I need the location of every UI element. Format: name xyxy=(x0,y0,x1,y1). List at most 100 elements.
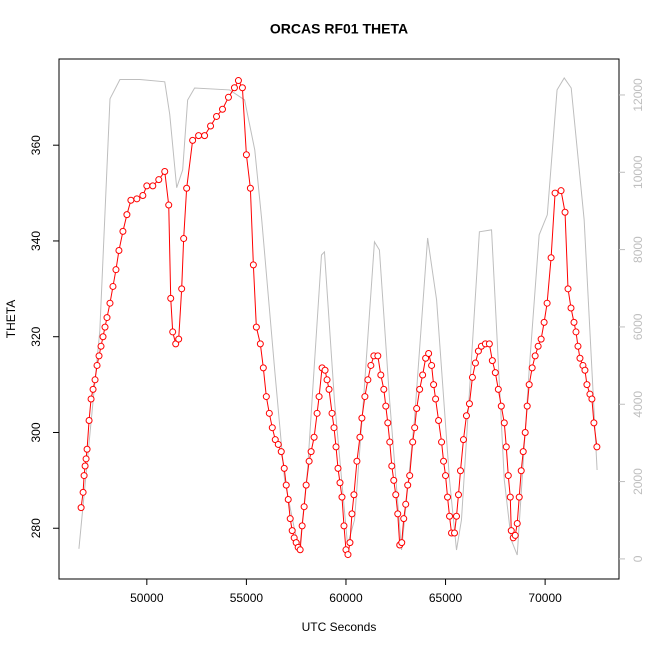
point xyxy=(178,285,186,293)
point xyxy=(531,352,539,360)
point xyxy=(432,395,440,403)
point xyxy=(435,417,443,425)
point xyxy=(465,400,473,408)
point xyxy=(99,333,107,341)
point xyxy=(494,385,502,393)
point xyxy=(101,323,109,331)
y2-tick-label: 2000 xyxy=(631,468,645,495)
point xyxy=(406,472,414,480)
y-tick-label: 320 xyxy=(29,326,43,346)
point xyxy=(523,402,531,410)
point xyxy=(507,527,515,535)
point xyxy=(491,369,499,377)
point xyxy=(519,448,527,456)
point xyxy=(97,342,105,350)
point xyxy=(513,519,521,527)
point xyxy=(83,445,91,453)
point xyxy=(302,481,310,489)
point xyxy=(557,187,565,195)
point xyxy=(567,304,575,312)
point xyxy=(242,151,250,159)
point xyxy=(456,467,464,475)
point xyxy=(404,481,412,489)
point xyxy=(213,112,221,120)
point xyxy=(155,176,163,184)
point xyxy=(180,235,188,243)
point xyxy=(321,366,329,374)
point xyxy=(103,314,111,322)
point xyxy=(296,546,304,554)
point xyxy=(167,294,175,302)
x-axis-label: UTC Seconds xyxy=(302,620,377,634)
point xyxy=(313,409,321,417)
point xyxy=(511,531,519,539)
point xyxy=(224,93,232,101)
point xyxy=(143,182,151,190)
point xyxy=(310,433,318,441)
point xyxy=(346,539,354,547)
point xyxy=(119,227,127,235)
plot-frame xyxy=(58,58,620,580)
y-tick-label: 360 xyxy=(29,135,43,155)
point xyxy=(384,419,392,427)
point xyxy=(189,136,197,144)
point xyxy=(497,402,505,410)
point xyxy=(570,318,578,326)
point xyxy=(361,393,369,401)
point xyxy=(127,196,135,204)
point xyxy=(547,254,555,262)
point xyxy=(282,481,290,489)
point xyxy=(438,438,446,446)
point xyxy=(593,443,601,451)
point xyxy=(442,472,450,480)
point xyxy=(444,493,452,501)
point xyxy=(139,191,147,199)
chart-title: ORCAS RF01 THETA xyxy=(270,21,408,37)
y-tick-label: 300 xyxy=(29,422,43,442)
point xyxy=(336,479,344,487)
point xyxy=(305,457,313,465)
point xyxy=(334,464,342,472)
point xyxy=(195,132,203,140)
point xyxy=(323,376,331,384)
point xyxy=(268,424,276,432)
point xyxy=(133,195,141,203)
point xyxy=(109,282,117,290)
point xyxy=(583,381,591,389)
point xyxy=(572,328,580,336)
point xyxy=(95,352,103,360)
point xyxy=(315,393,323,401)
y2-tick-label: 4000 xyxy=(631,391,645,418)
point xyxy=(82,455,90,463)
point xyxy=(330,424,338,432)
point xyxy=(485,340,493,348)
point xyxy=(106,299,114,307)
point xyxy=(451,529,459,537)
point xyxy=(468,373,476,381)
x-tick-label: 70000 xyxy=(528,591,562,605)
point xyxy=(115,247,123,255)
point xyxy=(353,457,361,465)
point xyxy=(392,491,400,499)
point xyxy=(284,496,292,504)
point xyxy=(374,352,382,360)
point xyxy=(506,493,514,501)
point xyxy=(564,285,572,293)
point xyxy=(259,364,267,372)
point xyxy=(87,395,95,403)
point xyxy=(325,385,333,393)
point xyxy=(428,361,436,369)
point xyxy=(80,472,88,480)
y2-tick-label: 6000 xyxy=(631,313,645,340)
point xyxy=(91,376,99,384)
point xyxy=(332,443,340,451)
point xyxy=(274,440,282,448)
point xyxy=(380,385,388,393)
point xyxy=(89,385,97,393)
point xyxy=(149,182,157,190)
point xyxy=(515,493,523,501)
point xyxy=(590,419,598,427)
point xyxy=(207,122,215,130)
point xyxy=(502,443,510,451)
point xyxy=(537,335,545,343)
